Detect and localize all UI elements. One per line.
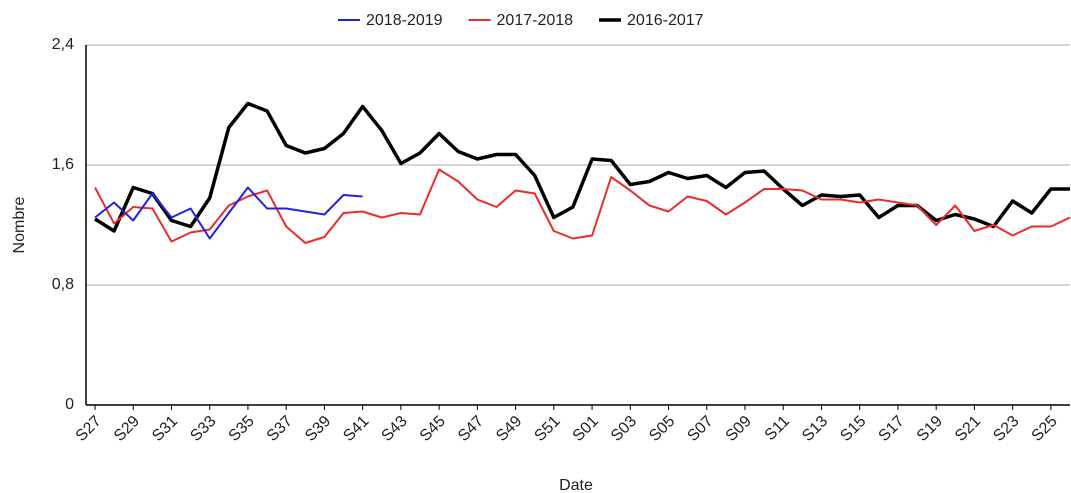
y-axis-title: Nombre [11,196,28,253]
x-tick-label: S07 [684,413,716,445]
x-tick-label: S13 [799,413,831,445]
x-tick-label: S33 [187,413,219,445]
legend-label: 2017-2018 [497,12,574,29]
x-tick-label: S23 [990,413,1022,445]
x-tick-label: S21 [952,413,984,445]
x-tick-label: S05 [646,413,678,445]
series-line [94,168,1071,244]
series-line [94,101,1070,233]
y-tick-label: 1,6 [52,156,74,173]
legend-label: 2018-2019 [366,12,443,29]
series-line [94,186,363,240]
legend-item: 2017-2018 [468,12,574,29]
y-tick-label: 0,8 [52,276,74,293]
x-tick-label: S37 [264,413,296,445]
x-tick-label: S47 [455,413,487,445]
legend: 2018-2019 2017-2018 2016-2017 [338,12,704,29]
legend-item: 2018-2019 [338,12,443,29]
x-tick-label: S17 [876,413,908,445]
y-tick-label: 2,4 [52,36,74,53]
x-tick-label: S25 [1029,413,1061,445]
legend-item: 2016-2017 [599,12,704,29]
x-tick-label: S03 [608,413,640,445]
x-tick-label: S31 [149,413,181,445]
x-tick-label: S49 [493,413,525,445]
x-tick-label: S35 [226,413,258,445]
y-tick-label: 0 [65,396,74,413]
x-tick-label: S41 [340,413,372,445]
x-axis-title: Date [559,477,593,493]
x-tick-label: S43 [379,413,411,445]
x-tick-label: S27 [73,413,105,445]
x-tick-label: S15 [837,413,869,445]
x-tick-label: S09 [723,413,755,445]
x-tick-label: S51 [531,413,563,445]
legend-label: 2016-2017 [627,12,704,29]
x-tick-label: S39 [302,413,334,445]
x-tick-label: S11 [762,413,793,444]
x-tick-label: S01 [570,413,602,445]
x-tick-label: S29 [111,413,143,445]
x-tick-label: S19 [914,413,946,445]
x-tick-label: S45 [417,413,449,445]
